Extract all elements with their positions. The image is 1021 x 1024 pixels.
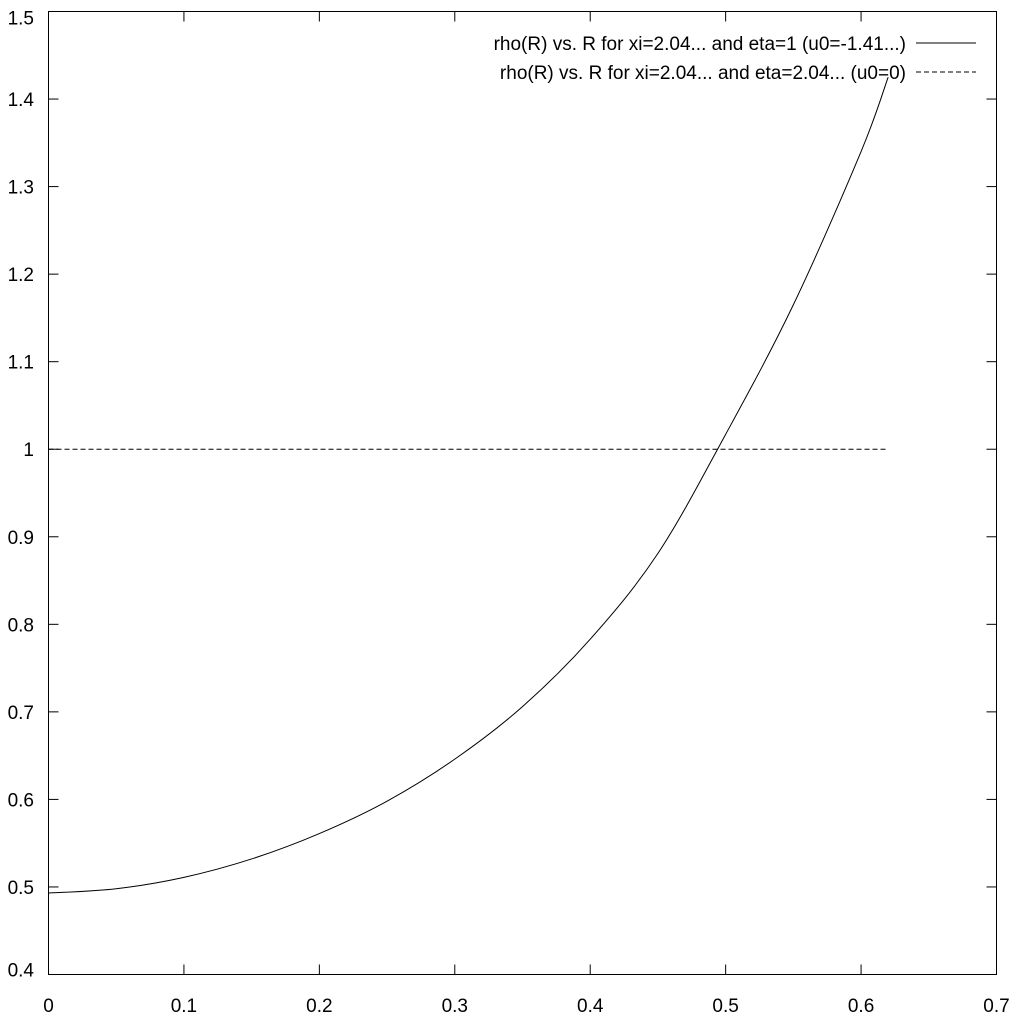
y-tick-label: 1.4: [8, 90, 35, 111]
series-line-solid: [48, 76, 889, 894]
x-tick-label: 0.3: [442, 996, 468, 1017]
legend: rho(R) vs. R for xi=2.04... and eta=1 (u…: [494, 34, 976, 84]
y-tick-label: 1.1: [8, 353, 34, 374]
y-axis-ticks: 0.4 0.5 0.6 0.7 0.8 0.9 1 1.1 1.2 1.3 1.4 1.5: [8, 9, 997, 982]
y-tick-label: 0.6: [8, 790, 34, 811]
y-tick-label: 1: [23, 440, 34, 461]
x-tick-label: 0.4: [577, 996, 604, 1017]
y-tick-label: 0.9: [8, 528, 34, 549]
x-tick-label: 0.6: [848, 996, 874, 1017]
series-layer: [48, 76, 889, 894]
x-axis-ticks: 0 0.1 0.2 0.3 0.4 0.5 0.6 0.7: [43, 11, 1010, 1017]
y-tick-label: 0.7: [8, 703, 34, 724]
y-tick-label: 1.2: [8, 265, 34, 286]
legend-label: rho(R) vs. R for xi=2.04... and eta=1 (u…: [494, 34, 906, 55]
y-tick-label: 1.5: [8, 9, 34, 30]
y-tick-label: 0.4: [8, 961, 35, 982]
y-tick-label: 1.3: [8, 178, 34, 199]
y-tick-label: 0.5: [8, 878, 34, 899]
x-tick-label: 0.1: [171, 996, 197, 1017]
y-tick-label: 0.8: [8, 615, 34, 636]
x-tick-label: 0.5: [712, 996, 738, 1017]
legend-label: rho(R) vs. R for xi=2.04... and eta=2.04…: [500, 63, 906, 84]
plot-frame: [48, 11, 997, 975]
x-tick-label: 0: [43, 996, 54, 1017]
x-tick-label: 0.2: [306, 996, 332, 1017]
x-tick-label: 0.7: [983, 996, 1009, 1017]
